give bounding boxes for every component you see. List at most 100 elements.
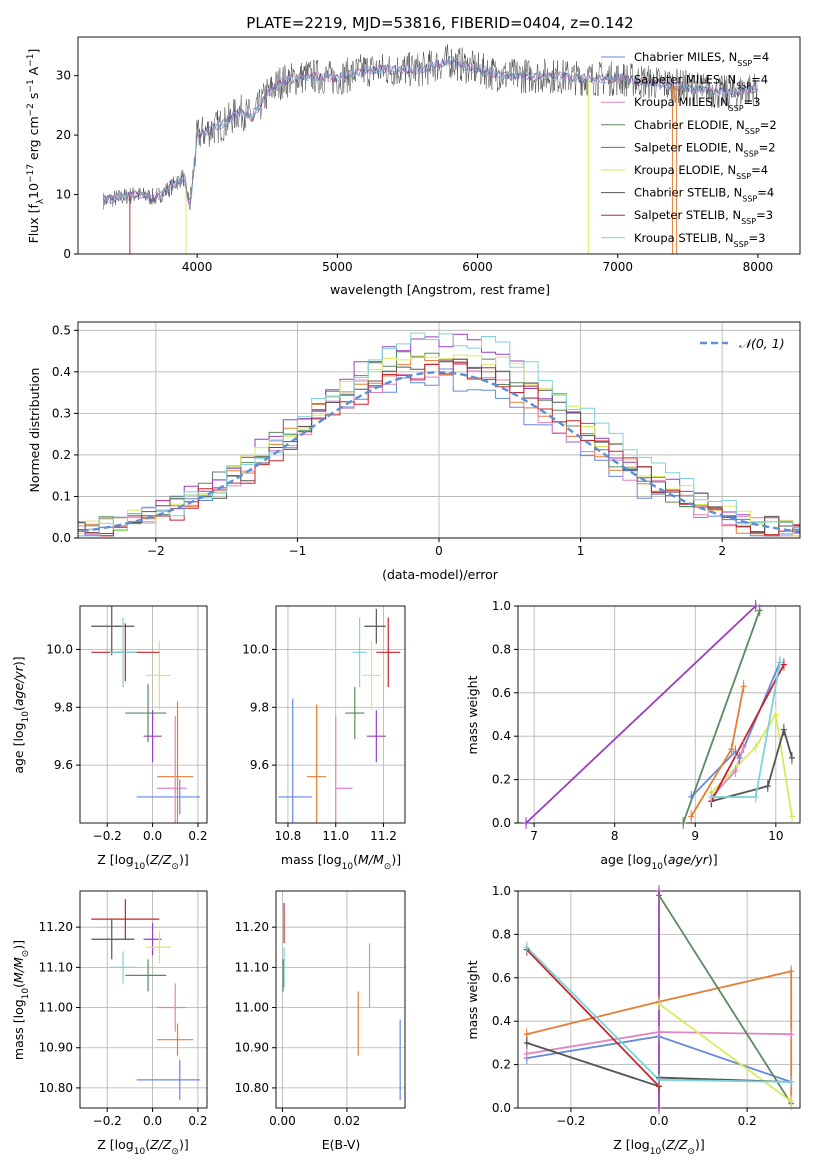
label-part: −1 (26, 54, 36, 67)
x-tick-label: 10.8 (275, 829, 302, 843)
label-part: s (26, 93, 41, 104)
label-part: Z [log (97, 852, 133, 867)
spectrum-chart: 4000 5000 6000 7000 8000 0 10 20 30 wavelength [A… (26, 36, 801, 297)
mass-weight-line (710, 664, 785, 802)
x-tick-label: 0 (435, 544, 443, 558)
x-axis-label: E(B-V) (322, 1137, 361, 1152)
legend-label-text: Chabrier STELIB, N (634, 186, 742, 200)
y-tick-label: 0.0 (492, 1101, 511, 1115)
histogram-series (78, 361, 800, 537)
x-tick-label: 0.00 (269, 1114, 296, 1128)
error-bar-marker (91, 919, 135, 960)
x-tick-label: 11.0 (322, 829, 349, 843)
label-part: mass [log (11, 999, 26, 1060)
error-bar-marker (91, 606, 135, 656)
label-part: ( (353, 852, 358, 867)
mass-weight-line (658, 1003, 792, 1103)
label-part: M/M (358, 852, 384, 867)
y-tick-label: 0.6 (492, 686, 511, 700)
label-part: ⊙ (687, 1147, 695, 1157)
plot-area (78, 332, 800, 537)
label-part: 10 (134, 862, 146, 872)
legend-label-sub: SSP (729, 104, 744, 113)
axes-frame (77, 36, 801, 255)
legend-label-text: Kroupa MILES, N (634, 95, 729, 109)
legend-entry-label: Chabrier ELODIE, NSSP=2 (634, 118, 777, 136)
x-tick-label: 0.0 (649, 1114, 668, 1128)
x-tick-label: 8 (611, 829, 619, 843)
label-part: mass [log (281, 852, 342, 867)
y-tick-label: 0.4 (492, 729, 511, 743)
plot-area (525, 606, 793, 823)
y-tick-label: 0.0 (492, 816, 511, 830)
x-tick-label: 2 (718, 544, 726, 558)
y-tick-label: 0.4 (52, 365, 71, 379)
y-tick-label: 0 (63, 247, 71, 261)
legend-label-sub: SSP (745, 126, 760, 135)
mass-weight-line (658, 894, 792, 1105)
legend-entry-label: Kroupa MILES, NSSP=3 (634, 95, 760, 113)
axes-frame (275, 890, 406, 1109)
error-bar-marker (307, 704, 327, 823)
error-bar-marker (362, 640, 382, 711)
figure-title: PLATE=2219, MJD=53816, FIBERID=0404, z=0… (246, 14, 633, 32)
x-tick-label: 1 (577, 544, 585, 558)
label-part: Z [log (613, 1137, 649, 1152)
x-tick-label: 0.2 (188, 1114, 207, 1128)
x-tick-label: 8000 (743, 260, 774, 274)
label-part: ( (145, 1137, 150, 1152)
y-tick-label: 0.5 (52, 323, 71, 337)
y-tick-label: 10.90 (39, 1041, 73, 1055)
y-tick-label: 0.6 (492, 971, 511, 985)
label-part: wavelength [Angstrom, rest frame] (330, 282, 550, 297)
legend-entry-label: Salpeter MILES, NSSP=4 (634, 73, 768, 91)
y-tick-label: 10 (56, 188, 71, 202)
y-axis-label: mass weight (465, 675, 480, 754)
x-tick-label: −1 (289, 544, 307, 558)
label-part: mass weight (465, 675, 480, 754)
error-bar-marker (109, 951, 137, 984)
error-bar-marker (278, 698, 312, 823)
error-bar-marker (366, 710, 386, 763)
massweight_vs_Z-chart: −0.2 0.0 0.2 0.0 0.2 0.4 0.6 0.8 1.0 Z [log10(Z/Z… (465, 884, 801, 1157)
legend-label-sub: SSP (741, 217, 756, 226)
axes-frame (275, 605, 406, 824)
y-tick-label: 10.0 (46, 642, 73, 656)
label-part: ⊙ (171, 1147, 179, 1157)
y-tick-label: 0.2 (492, 1058, 511, 1072)
label-part: ⊙ (21, 950, 31, 958)
x-axis-label: Z [log10(Z/Z⊙)] (613, 1137, 704, 1157)
y-axis-label: mass [log10(M/M⊙)] (11, 940, 31, 1060)
y-tick-label: 11.20 (235, 920, 269, 934)
label-part: Flux [f (26, 204, 41, 244)
error-bar-marker (364, 608, 386, 644)
legend-label-suffix: =4 (757, 186, 774, 200)
legend-label-suffix: =2 (759, 140, 776, 154)
legend-label-text: Salpeter STELIB, N (634, 208, 741, 222)
label-part: Z [log (97, 1137, 133, 1152)
label-part: )] (179, 1137, 189, 1152)
label-part: 10 (26, 183, 41, 199)
legend-entry-label: Kroupa ELODIE, NSSP=4 (634, 163, 768, 181)
legend-entry-label: Kroupa STELIB, NSSP=3 (634, 231, 765, 249)
x-tick-label: 11.2 (370, 829, 397, 843)
error-bar-marker (136, 779, 201, 815)
error-bar-marker (143, 923, 162, 956)
label-part: Z/Z (149, 852, 172, 867)
label-part: )] (708, 852, 718, 867)
label-part: ] (26, 49, 41, 54)
y-tick-label: 30 (56, 69, 71, 83)
label-part: 10 (342, 862, 354, 872)
label-part: )] (11, 940, 26, 950)
label-part: erg cm (26, 116, 41, 164)
label-part: mass weight (465, 960, 480, 1039)
y-tick-label: 0.8 (492, 642, 511, 656)
label-part: age/yr (11, 665, 26, 706)
label-part: age [log (11, 722, 26, 773)
normal-distribution-curve (78, 371, 800, 533)
label-part: (data-model)/error (382, 567, 499, 582)
y-tick-label: 11.10 (235, 960, 269, 974)
error-bar-marker (91, 899, 160, 940)
